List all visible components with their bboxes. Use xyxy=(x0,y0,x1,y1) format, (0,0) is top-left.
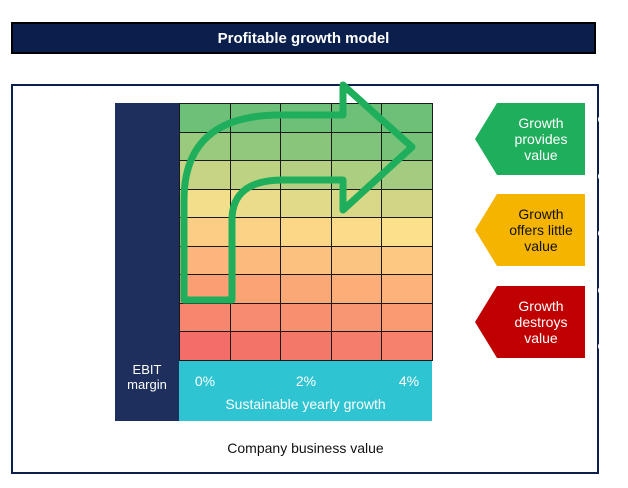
badge-provides-value: Growth provides value xyxy=(475,103,588,175)
heatmap-cell xyxy=(330,217,383,247)
badge-provides-value-line3: value xyxy=(524,147,558,163)
y-tick-6: 6% xyxy=(589,170,610,186)
heatmap-cell xyxy=(179,331,231,361)
page-title: Profitable growth model xyxy=(217,29,390,47)
x-tick-4: 4% xyxy=(398,373,420,389)
y-axis-title: EBIT margin xyxy=(115,362,179,392)
badge-little-value-line3: value xyxy=(524,238,558,254)
heatmap-cell xyxy=(229,331,282,361)
badge-destroys-value: Growth destroys value xyxy=(475,286,588,358)
caption: Company business value xyxy=(227,440,384,456)
heatmap-grid xyxy=(179,103,433,361)
badge-little-value-shape xyxy=(475,194,585,266)
growth-arrow-shape xyxy=(180,81,416,304)
heatmap-cell xyxy=(330,274,383,304)
badge-destroys-value-line1: Growth xyxy=(518,298,564,314)
heatmap-cell xyxy=(330,302,383,333)
y-axis-panel xyxy=(115,103,179,421)
y-tick-0: 0% xyxy=(589,340,610,356)
heatmap-cell xyxy=(381,245,433,276)
badge-destroys-value-line2: destroys xyxy=(514,314,568,330)
badge-provides-value-line2: provides xyxy=(514,131,568,147)
x-tick-2: 2% xyxy=(295,373,317,389)
heatmap-cell xyxy=(381,217,433,247)
y-axis-title-line2: margin xyxy=(127,377,167,392)
heatmap-cell xyxy=(381,274,433,304)
y-axis-title-line1: EBIT xyxy=(132,362,162,377)
badge-little-value-line1: Growth xyxy=(518,206,564,222)
heatmap-cell xyxy=(381,331,433,361)
heatmap-cell xyxy=(280,331,332,361)
diagram-frame xyxy=(11,84,599,474)
heatmap-cell xyxy=(330,331,383,361)
badge-destroys-value-shape xyxy=(475,286,585,358)
y-tick-8: 8% xyxy=(589,113,610,129)
y-tick-2: 2% xyxy=(589,284,610,300)
heatmap-cell xyxy=(280,188,332,219)
x-axis-panel xyxy=(179,360,432,421)
x-axis-title: Sustainable yearly growth xyxy=(225,396,386,412)
heatmap-cell xyxy=(179,217,231,247)
x-tick-0: 0% xyxy=(194,373,216,389)
badge-little-value-line2: offers little xyxy=(509,222,573,238)
heatmap-cell xyxy=(381,188,433,219)
title-bar: Profitable growth model xyxy=(11,22,596,54)
y-tick-4: 4% xyxy=(589,227,610,243)
badge-destroys-value-line3: value xyxy=(524,330,558,346)
badge-provides-value-line1: Growth xyxy=(518,115,564,131)
badge-little-value: Growth offers little value xyxy=(475,194,588,266)
heatmap-cell xyxy=(229,274,282,304)
badge-provides-value-shape xyxy=(475,103,585,175)
